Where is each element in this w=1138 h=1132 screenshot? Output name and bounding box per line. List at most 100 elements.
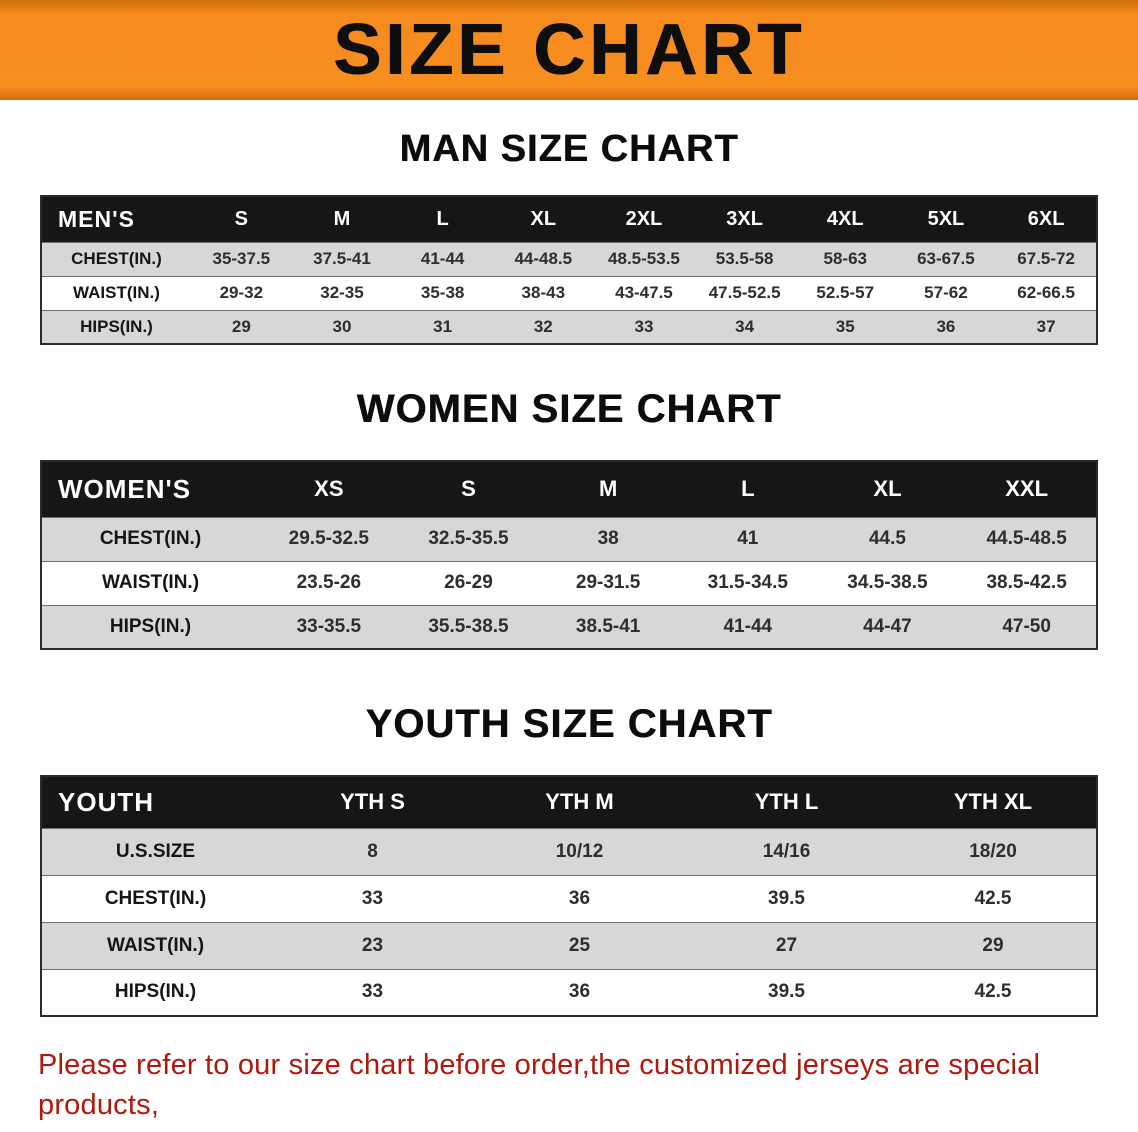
footer-disclaimer: Please refer to our size chart before or… xyxy=(38,1045,1100,1132)
table-row: CHEST(IN.) 29.5-32.5 32.5-35.5 38 41 44.5 44.5… xyxy=(41,516,1097,561)
row-label: HIPS(IN.) xyxy=(41,604,259,649)
size-value-cell: 23 xyxy=(269,921,476,969)
table-row: WAIST(IN.) 23.5-26 26-29 29-31.5 31.5-34.5 34… xyxy=(41,560,1097,605)
size-value-cell: 48.5-53.5 xyxy=(593,241,695,276)
row-label: HIPS(IN.) xyxy=(41,309,191,344)
size-column-header: YTH S xyxy=(269,776,476,828)
size-value-cell: 29-32 xyxy=(191,275,292,310)
size-value-cell: 44-48.5 xyxy=(492,241,594,276)
size-value-cell: 42.5 xyxy=(890,874,1097,922)
size-column-header: 5XL xyxy=(895,196,997,242)
size-value-cell: 36 xyxy=(895,309,997,344)
banner: SIZE CHART xyxy=(0,0,1138,100)
table-corner-label: WOMEN'S xyxy=(41,461,259,517)
size-value-cell: 35-37.5 xyxy=(191,241,292,276)
size-value-cell: 41 xyxy=(677,516,818,561)
size-value-cell: 23.5-26 xyxy=(259,560,399,605)
size-value-cell: 35 xyxy=(794,309,896,344)
size-value-cell: 41-44 xyxy=(677,604,818,649)
size-value-cell: 14/16 xyxy=(683,827,890,875)
size-value-cell: 47.5-52.5 xyxy=(694,275,795,310)
row-label: U.S.SIZE xyxy=(41,827,269,875)
row-label: CHEST(IN.) xyxy=(41,241,191,276)
header-row: WOMEN'S XS S M L XL XXL xyxy=(41,461,1097,517)
size-column-header: L xyxy=(677,461,818,517)
size-value-cell: 29 xyxy=(191,309,292,344)
man-size-chart-heading: MAN SIZE CHART xyxy=(399,128,739,170)
table-row: HIPS(IN.) 33 36 39.5 42.5 xyxy=(41,968,1097,1016)
size-value-cell: 29 xyxy=(890,921,1097,969)
size-column-header: S xyxy=(398,461,539,517)
size-column-header: 6XL xyxy=(996,196,1097,242)
size-value-cell: 29-31.5 xyxy=(538,560,678,605)
size-value-cell: 62-66.5 xyxy=(996,275,1097,310)
size-value-cell: 39.5 xyxy=(683,874,890,922)
footer-disclaimer-line-2: we don't accept cancel, change, teturn o… xyxy=(38,1125,1100,1132)
size-value-cell: 35.5-38.5 xyxy=(398,604,539,649)
youth-size-table: YOUTH YTH S YTH M YTH L YTH XL U.S.SIZE 8 10/12… xyxy=(40,775,1098,1017)
size-value-cell: 44.5-48.5 xyxy=(957,516,1097,561)
row-label: WAIST(IN.) xyxy=(41,921,269,969)
row-label: HIPS(IN.) xyxy=(41,968,269,1016)
size-value-cell: 44.5 xyxy=(817,516,958,561)
size-value-cell: 33 xyxy=(269,968,476,1016)
size-column-header: S xyxy=(191,196,292,242)
youth-size-chart-heading: YOUTH SIZE CHART xyxy=(365,702,773,746)
size-value-cell: 36 xyxy=(476,968,683,1016)
size-value-cell: 36 xyxy=(476,874,683,922)
women-size-table: WOMEN'S XS S M L XL XXL CHEST(IN.) 29.5-32.5 32.5… xyxy=(40,460,1098,650)
size-value-cell: 67.5-72 xyxy=(996,241,1097,276)
size-value-cell: 31 xyxy=(392,309,493,344)
row-label: CHEST(IN.) xyxy=(41,516,259,561)
table-row: WAIST(IN.) 29-32 32-35 35-38 38-43 43-47.5 47.… xyxy=(41,275,1097,310)
table-row: U.S.SIZE 8 10/12 14/16 18/20 xyxy=(41,827,1097,875)
size-column-header: M xyxy=(538,461,678,517)
size-column-header: XL xyxy=(817,461,958,517)
row-label: WAIST(IN.) xyxy=(41,275,191,310)
table-row: WAIST(IN.) 23 25 27 29 xyxy=(41,921,1097,969)
size-column-header: XL xyxy=(492,196,594,242)
size-value-cell: 38.5-41 xyxy=(538,604,678,649)
women-size-chart-heading: WOMEN SIZE CHART xyxy=(356,387,782,431)
size-value-cell: 43-47.5 xyxy=(593,275,695,310)
size-value-cell: 33-35.5 xyxy=(259,604,399,649)
size-column-header: L xyxy=(392,196,493,242)
row-label: CHEST(IN.) xyxy=(41,874,269,922)
women-size-table-wrap: WOMEN'S XS S M L XL XXL CHEST(IN.) 29.5-32.5 32.5… xyxy=(40,460,1098,650)
table-row: CHEST(IN.) 33 36 39.5 42.5 xyxy=(41,874,1097,922)
footer-disclaimer-line-1: Please refer to our size chart before or… xyxy=(38,1049,1041,1122)
size-value-cell: 38-43 xyxy=(492,275,594,310)
size-value-cell: 27 xyxy=(683,921,890,969)
size-value-cell: 58-63 xyxy=(794,241,896,276)
size-value-cell: 34.5-38.5 xyxy=(817,560,958,605)
size-value-cell: 35-38 xyxy=(392,275,493,310)
table-row: CHEST(IN.) 35-37.5 37.5-41 41-44 44-48.5 48.5… xyxy=(41,241,1097,276)
size-value-cell: 41-44 xyxy=(392,241,493,276)
size-column-header: YTH XL xyxy=(890,776,1097,828)
banner-title: SIZE CHART xyxy=(333,10,805,90)
size-value-cell: 38 xyxy=(538,516,678,561)
size-value-cell: 52.5-57 xyxy=(794,275,896,310)
size-value-cell: 8 xyxy=(269,827,476,875)
header-row: YOUTH YTH S YTH M YTH L YTH XL xyxy=(41,776,1097,828)
size-value-cell: 47-50 xyxy=(957,604,1097,649)
size-value-cell: 57-62 xyxy=(895,275,997,310)
man-size-table: MEN'S S M L XL 2XL 3XL 4XL 5XL 6XL CHEST(IN.) 35-37… xyxy=(40,195,1098,345)
size-value-cell: 37 xyxy=(996,309,1097,344)
size-value-cell: 32-35 xyxy=(291,275,393,310)
size-value-cell: 25 xyxy=(476,921,683,969)
size-value-cell: 29.5-32.5 xyxy=(259,516,399,561)
size-value-cell: 44-47 xyxy=(817,604,958,649)
size-value-cell: 34 xyxy=(694,309,795,344)
size-value-cell: 10/12 xyxy=(476,827,683,875)
size-column-header: M xyxy=(291,196,393,242)
size-value-cell: 31.5-34.5 xyxy=(677,560,818,605)
size-value-cell: 32 xyxy=(492,309,594,344)
size-column-header: YTH M xyxy=(476,776,683,828)
size-value-cell: 42.5 xyxy=(890,968,1097,1016)
size-value-cell: 33 xyxy=(593,309,695,344)
size-column-header: 4XL xyxy=(794,196,896,242)
size-value-cell: 26-29 xyxy=(398,560,539,605)
header-row: MEN'S S M L XL 2XL 3XL 4XL 5XL 6XL xyxy=(41,196,1097,242)
